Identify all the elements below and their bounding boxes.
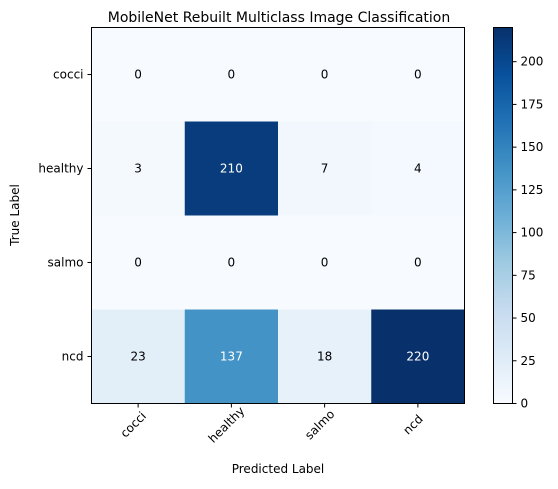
- heatmap-cell: [278, 215, 372, 310]
- x-axis-label: Predicted Label: [232, 462, 325, 476]
- colorbar-tick-label: 100: [521, 226, 544, 240]
- cell-value-label: 0: [134, 256, 142, 270]
- plot-frame: [91, 27, 465, 404]
- cell-value-label: 23: [130, 350, 145, 364]
- heatmap-cell: [184, 121, 279, 216]
- y-axis-ticks: cocci healthy salmo ncd: [38, 68, 92, 364]
- cell-value-label: 0: [228, 256, 236, 270]
- heatmap-cells: 0 0 0 0 3 210 7 4 0 0 0 0 23 137 18 220: [91, 27, 465, 404]
- x-tick-label: cocci: [118, 409, 149, 440]
- x-tick-label: ncd: [400, 412, 425, 437]
- heatmap-cell: [184, 27, 279, 122]
- cell-value-label: 0: [414, 256, 422, 270]
- colorbar-tick-label: 150: [521, 140, 544, 154]
- y-tick-label: ncd: [62, 350, 84, 364]
- cell-value-label: 18: [317, 350, 332, 364]
- y-tick-label: salmo: [48, 256, 84, 270]
- cell-value-label: 210: [220, 162, 243, 176]
- cell-value-label: 7: [321, 162, 329, 176]
- colorbar-tick-label: 125: [521, 183, 544, 197]
- cell-value-label: 0: [134, 68, 142, 82]
- heatmap-cell: [91, 121, 186, 216]
- cell-value-label: 3: [134, 162, 142, 176]
- y-tick-label: cocci: [53, 68, 83, 82]
- heatmap-cell: [371, 215, 465, 310]
- cell-value-label: 0: [321, 68, 329, 82]
- colorbar-tick-label: 75: [521, 268, 536, 282]
- cell-value-label: 0: [228, 68, 236, 82]
- cell-value-label: 0: [321, 256, 329, 270]
- x-tick-label: salmo: [302, 407, 337, 442]
- heatmap-cell: [91, 27, 186, 122]
- y-axis-label: True Label: [8, 184, 22, 247]
- y-tick-label: healthy: [38, 162, 83, 176]
- heatmap-cell: [278, 121, 372, 216]
- colorbar-tick-label: 0: [521, 397, 529, 411]
- heatmap-cell: [371, 309, 465, 404]
- heatmap-cell: [184, 309, 279, 404]
- chart-title: MobileNet Rebuilt Multiclass Image Class…: [108, 10, 451, 26]
- cell-value-label: 0: [414, 68, 422, 82]
- heatmap-cell: [278, 309, 372, 404]
- heatmap-cell: [371, 121, 465, 216]
- heatmap-cell: [91, 309, 186, 404]
- colorbar-ticks: 0 25 50 75 100 125 150 175 200: [512, 55, 544, 411]
- colorbar-tick-label: 200: [521, 55, 544, 69]
- heatmap-cell: [91, 215, 186, 310]
- heatmap-cell: [371, 27, 465, 122]
- heatmap-cell: [184, 215, 279, 310]
- colorbar-tick-label: 25: [521, 354, 536, 368]
- x-axis-ticks: cocci healthy salmo ncd: [118, 403, 426, 446]
- x-tick-label: healthy: [206, 404, 248, 446]
- heatmap-cell: [278, 27, 372, 122]
- colorbar-tick-label: 175: [521, 97, 544, 111]
- cell-value-label: 137: [220, 350, 243, 364]
- colorbar: [493, 27, 513, 404]
- cell-value-label: 4: [414, 162, 422, 176]
- cell-value-label: 220: [406, 350, 429, 364]
- colorbar-tick-label: 50: [521, 311, 536, 325]
